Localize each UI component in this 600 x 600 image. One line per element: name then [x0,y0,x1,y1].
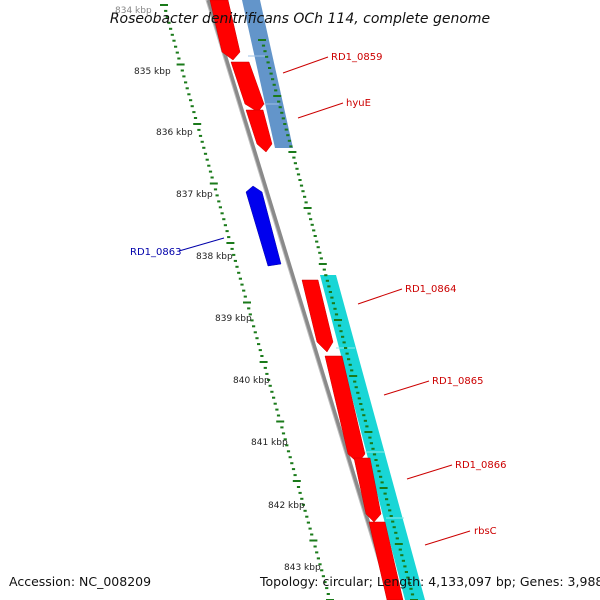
similarity-track-cyan [320,275,425,600]
leader-line [297,102,344,119]
tick-label: 835 kbp [134,67,171,77]
leader-line [406,464,453,480]
gene-labels: RD1_0859 hyuE RD1_0863 RD1_0864 RD1_0865… [130,52,506,546]
cds-arrow-reverse[interactable] [245,185,282,267]
coordinate-ruler-left [160,4,334,600]
gene-label-rbsc[interactable]: rbsC [474,526,497,537]
coordinate-ruler-right [258,39,418,600]
leader-line [178,237,225,252]
tick-label: 838 kbp [196,252,233,262]
gene-label-rd1-0866[interactable]: RD1_0866 [455,460,506,471]
gene-label-hyue[interactable]: hyuE [346,98,371,109]
tick-label: 841 kbp [251,438,288,448]
tick-label: 834 kbp [115,6,152,16]
accession-text: Accession: NC_008209 [9,574,152,589]
genome-backbone-highlight [205,0,391,600]
forward-cds-track [209,0,404,600]
tick-labels: 834 kbp 835 kbp 836 kbp 837 kbp 838 kbp … [115,6,321,573]
cds-arrow[interactable] [368,521,404,600]
tick-label: 843 kbp [284,563,321,573]
map-title: Roseobacter denitrificans OCh 114, compl… [110,11,490,27]
cds-arrow[interactable] [301,279,334,353]
gene-label-rd1-0865[interactable]: RD1_0865 [432,376,483,387]
cds-arrow[interactable] [245,109,273,153]
gene-label-rd1-0864[interactable]: RD1_0864 [405,284,456,295]
cds-arrow[interactable] [209,0,241,61]
gene-label-rd1-0863[interactable]: RD1_0863 [130,247,181,258]
similarity-track-blue [242,0,293,148]
genome-backbone [206,0,394,600]
tick-label: 837 kbp [176,190,213,200]
leader-line [424,530,471,546]
leader-line [282,56,329,74]
leader-line [357,288,403,305]
tick-label: 840 kbp [233,376,270,386]
tick-label: 842 kbp [268,501,305,511]
cds-arrow[interactable] [353,457,382,523]
cds-arrow[interactable] [230,61,265,113]
genome-info-text: Topology: circular; Length: 4,133,097 bp… [260,574,600,589]
gene-label-rd1-0859[interactable]: RD1_0859 [331,52,382,63]
tick-label: 839 kbp [215,314,252,324]
tick-label: 836 kbp [156,128,193,138]
leader-line [383,380,430,396]
